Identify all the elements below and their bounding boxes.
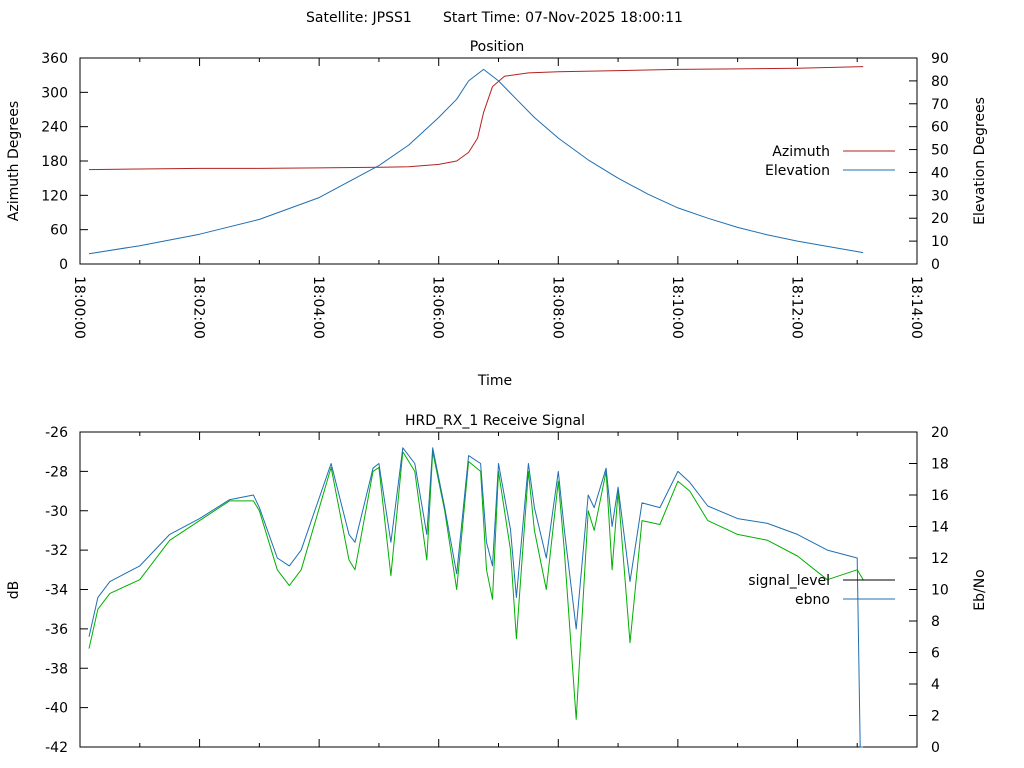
y-tick-label: -36 (45, 622, 68, 638)
y-tick-label: -32 (45, 543, 68, 559)
signal-legend: signal_level ebno (748, 573, 895, 608)
legend-label-signal-level: signal_level (748, 573, 830, 589)
y2-tick-label: 80 (931, 74, 949, 90)
y2-tick-label: 14 (931, 520, 949, 536)
y-tick-label: -40 (45, 701, 68, 717)
signal-chart: HRD_RX_1 Receive Signal -42-40-38-36-34-… (6, 413, 988, 756)
y2-tick-label: 6 (931, 646, 940, 662)
x-tick-label: 18:02:00 (191, 276, 207, 339)
ebno-axis-label: Eb/No (972, 569, 988, 611)
y-tick-label: 240 (41, 120, 68, 136)
y2-tick-label: 0 (931, 257, 940, 273)
series-line-azimuth (88, 66, 864, 171)
position-chart-title: Position (470, 39, 525, 55)
y2-tick-label: 2 (931, 709, 940, 725)
y2-tick-label: 8 (931, 614, 940, 630)
y-tick-label: -34 (45, 583, 68, 599)
y2-tick-label: 20 (931, 211, 949, 227)
y-tick-label: -38 (45, 661, 68, 677)
x-tick-label: 18:10:00 (669, 276, 685, 339)
y-tick-label: 120 (41, 188, 68, 204)
y2-tick-label: 18 (931, 457, 949, 473)
series-line-ebno (88, 447, 864, 748)
y-tick-label: 0 (59, 257, 68, 273)
y2-tick-label: 50 (931, 143, 949, 159)
y-tick-label: 180 (41, 154, 68, 170)
series-line-signal-level (88, 451, 864, 720)
y2-tick-label: 20 (931, 425, 949, 441)
y2-tick-label: 10 (931, 583, 949, 599)
series-line-elevation (88, 68, 864, 255)
position-ticks: 0 60 120 180 240 300 360 0 10 20 30 40 50 60 70 80 90 18:… (41, 51, 949, 339)
y2-tick-label: 12 (931, 551, 949, 567)
start-time-label: Start Time: 07-Nov-2025 18:00:11 (443, 10, 683, 26)
y-tick-label: -26 (45, 425, 68, 441)
y2-tick-label: 30 (931, 188, 949, 204)
position-series (88, 66, 864, 255)
x-tick-label: 18:12:00 (788, 276, 804, 339)
y2-tick-label: 90 (931, 51, 949, 67)
x-tick-label: 18:08:00 (549, 276, 565, 339)
y-tick-label: 300 (41, 85, 68, 101)
azimuth-axis-label: Azimuth Degrees (6, 101, 22, 221)
signal-series (88, 447, 864, 748)
x-tick-label: 18:00:00 (71, 276, 87, 339)
signal-chart-title: HRD_RX_1 Receive Signal (405, 413, 585, 429)
position-chart: Position 0 60 120 180 240 300 360 0 10 20 30 40 50 60… (6, 39, 988, 389)
legend-label-ebno: ebno (795, 592, 830, 608)
x-tick-label: 18:14:00 (908, 276, 924, 339)
x-tick-label: 18:04:00 (310, 276, 326, 339)
y2-tick-label: 4 (931, 677, 940, 693)
y-tick-label: -30 (45, 504, 68, 520)
y2-tick-label: 10 (931, 234, 949, 250)
y2-tick-label: 60 (931, 120, 949, 136)
y2-tick-label: 40 (931, 165, 949, 181)
y2-tick-label: 0 (931, 740, 940, 756)
y-tick-label: 60 (50, 223, 68, 239)
position-legend: Azimuth Elevation (765, 144, 895, 179)
elevation-axis-label: Elevation Degrees (972, 97, 988, 225)
signal-ticks: -42 -40 -38 -36 -34 -32 -30 -28 -26 0 2 4 6 8 10 12 14 16… (45, 425, 949, 756)
legend-label-elevation: Elevation (765, 163, 830, 179)
time-axis-label: Time (477, 373, 512, 389)
db-axis-label: dB (6, 581, 22, 600)
y-tick-label: -28 (45, 464, 68, 480)
x-tick-label: 18:06:00 (430, 276, 446, 339)
y2-tick-label: 16 (931, 488, 949, 504)
satellite-label: Satellite: JPSS1 (306, 10, 412, 26)
y-tick-label: 360 (41, 51, 68, 67)
legend-label-azimuth: Azimuth (772, 144, 830, 160)
y2-tick-label: 70 (931, 97, 949, 113)
y-tick-label: -42 (45, 740, 68, 756)
